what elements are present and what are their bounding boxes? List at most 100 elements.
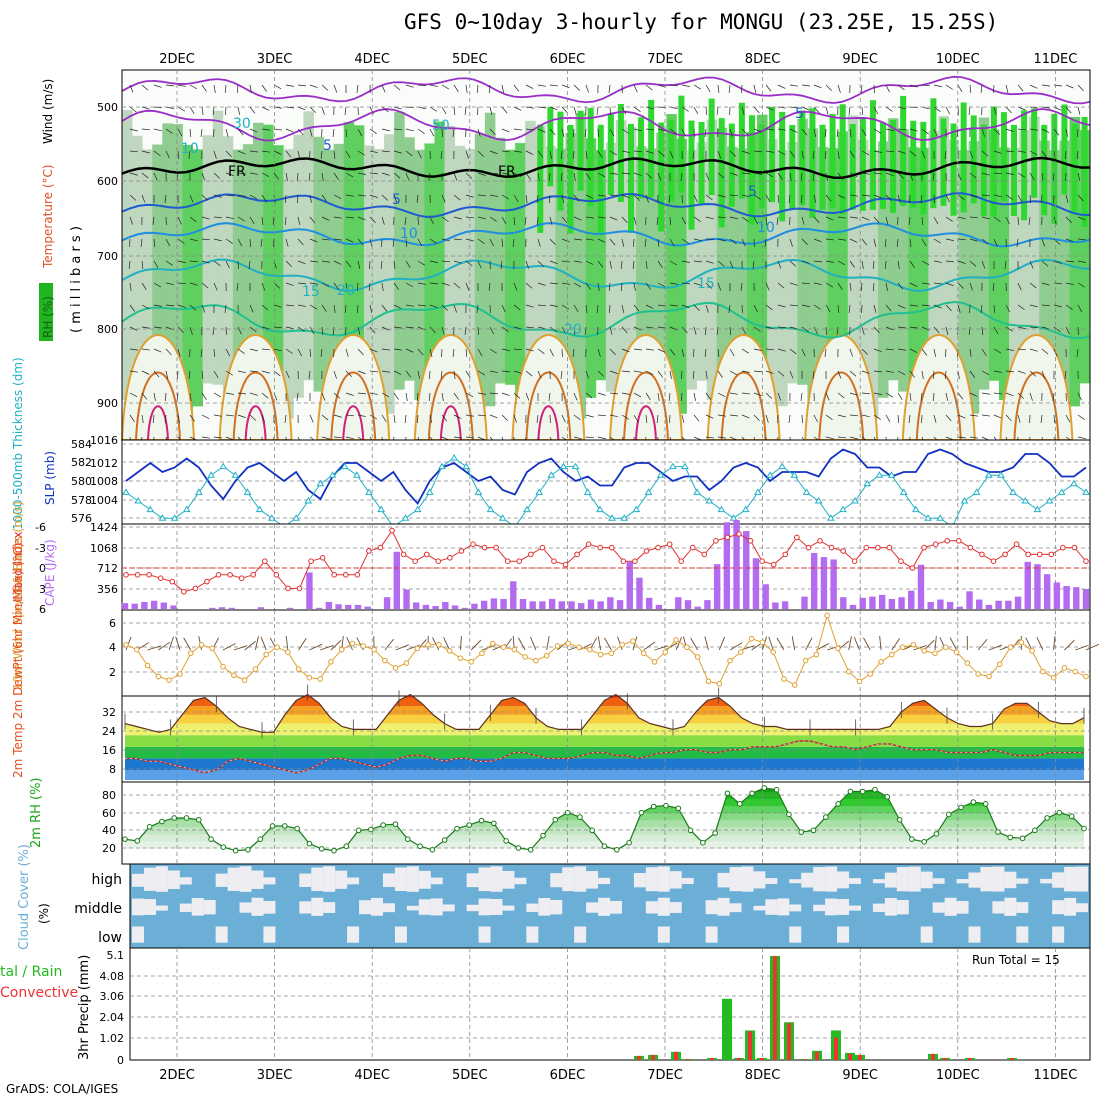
rh-marker — [417, 843, 423, 850]
cloud-cell — [633, 873, 646, 888]
wind-barb — [813, 84, 822, 89]
wind-barb — [477, 260, 482, 269]
thickness-axis-label: 1000-500mb Thickness (dm) — [11, 357, 25, 530]
wind10m-barb — [1075, 644, 1089, 651]
wind-barb — [141, 414, 144, 423]
lifted-index-marker — [979, 551, 985, 558]
wind-barb — [945, 392, 949, 401]
thickness-marker — [1057, 488, 1066, 495]
wind-barb — [933, 260, 942, 263]
wind-speed-marker — [306, 674, 313, 681]
tick-label: 3.06 — [100, 990, 125, 1003]
wind-barb — [177, 238, 185, 244]
wind-barb — [381, 326, 390, 331]
wind-barb — [1077, 106, 1081, 115]
wind-barb — [813, 414, 818, 423]
precip-convective-bar — [773, 955, 777, 1060]
wind-barb — [933, 326, 940, 334]
wind-barb — [477, 216, 486, 220]
wind-barb — [249, 128, 258, 133]
cloud-cell — [598, 897, 611, 916]
wind-barb — [237, 106, 241, 115]
wind-barb — [177, 84, 186, 87]
thickness-marker — [146, 505, 155, 513]
cloud-level-label: low — [98, 930, 122, 946]
wind-barb — [165, 304, 174, 307]
cloud-cell — [143, 899, 156, 915]
humidity-band — [908, 147, 919, 416]
rh-marker — [982, 801, 989, 807]
wind-barb — [1004, 260, 1007, 269]
cape-bar — [393, 551, 400, 609]
humidity-band — [1069, 116, 1081, 407]
wind-barb — [393, 370, 402, 375]
thickness-marker — [413, 505, 422, 513]
wind-barb — [153, 370, 160, 378]
humidity-band — [222, 136, 234, 409]
wind-barb — [177, 128, 183, 137]
wind-barb — [849, 216, 858, 219]
wind-barb — [513, 150, 522, 153]
wind-barb — [585, 414, 594, 418]
wind-barb — [681, 128, 686, 137]
wind-barb — [129, 128, 138, 132]
wind-barb — [465, 260, 473, 267]
wind-barb — [849, 414, 858, 417]
wind-barb — [249, 304, 254, 313]
humidity-core — [859, 117, 866, 211]
wind-barb — [729, 194, 738, 197]
precip-convective-bar — [686, 1058, 690, 1060]
wind-barb — [537, 128, 546, 133]
lifted-index-marker — [932, 541, 939, 548]
thickness-marker — [1045, 497, 1054, 504]
wind-barb — [237, 150, 246, 155]
wind-barb — [261, 282, 266, 291]
tick-label: 24 — [102, 725, 116, 738]
wind-barb — [993, 194, 1002, 198]
wind-barb — [945, 282, 954, 287]
wind-barb — [957, 194, 965, 201]
humidity-band — [706, 119, 718, 401]
cape-bar — [1024, 561, 1031, 609]
wind-barb — [513, 392, 521, 399]
wind-barb — [441, 392, 444, 401]
cape-bar — [480, 600, 488, 609]
cape-bar — [1082, 588, 1090, 609]
wind-barb — [1041, 106, 1050, 109]
wind-speed-marker — [328, 659, 334, 665]
cape-bar — [898, 597, 905, 609]
wind-barb — [177, 216, 182, 225]
cloud-cell — [442, 904, 455, 912]
wind-barb — [705, 238, 714, 241]
wind-barb — [357, 238, 364, 246]
wind-barb — [885, 304, 892, 312]
rh-marker — [773, 786, 780, 793]
bottom-date-label: 10DEC — [936, 1068, 980, 1083]
wind-barb — [501, 370, 510, 373]
humidity-band — [122, 110, 133, 400]
thickness-marker — [377, 505, 386, 513]
wind-barb — [933, 348, 936, 357]
wind-speed-marker — [133, 646, 140, 653]
cape-bar — [1014, 596, 1022, 609]
rh-marker — [564, 809, 571, 816]
wind-barb — [1017, 282, 1022, 291]
cape-bar — [752, 558, 760, 609]
wind-barb — [885, 348, 894, 351]
wind-barb — [285, 216, 287, 226]
cloud-cell — [645, 867, 658, 892]
cape-bar — [131, 603, 138, 609]
humidity-core — [809, 108, 816, 218]
cape-bar — [956, 606, 964, 609]
cape-bar — [917, 564, 925, 609]
lifted-index-marker — [1071, 544, 1078, 551]
thickness-marker — [608, 514, 616, 521]
lifted-index-marker — [400, 551, 407, 558]
rh-marker — [306, 840, 313, 847]
wind-barb — [549, 238, 556, 246]
wind-barb — [573, 238, 582, 241]
cloud-cell — [1004, 871, 1017, 889]
wind-barb — [177, 348, 181, 357]
rh-marker — [1007, 834, 1014, 841]
